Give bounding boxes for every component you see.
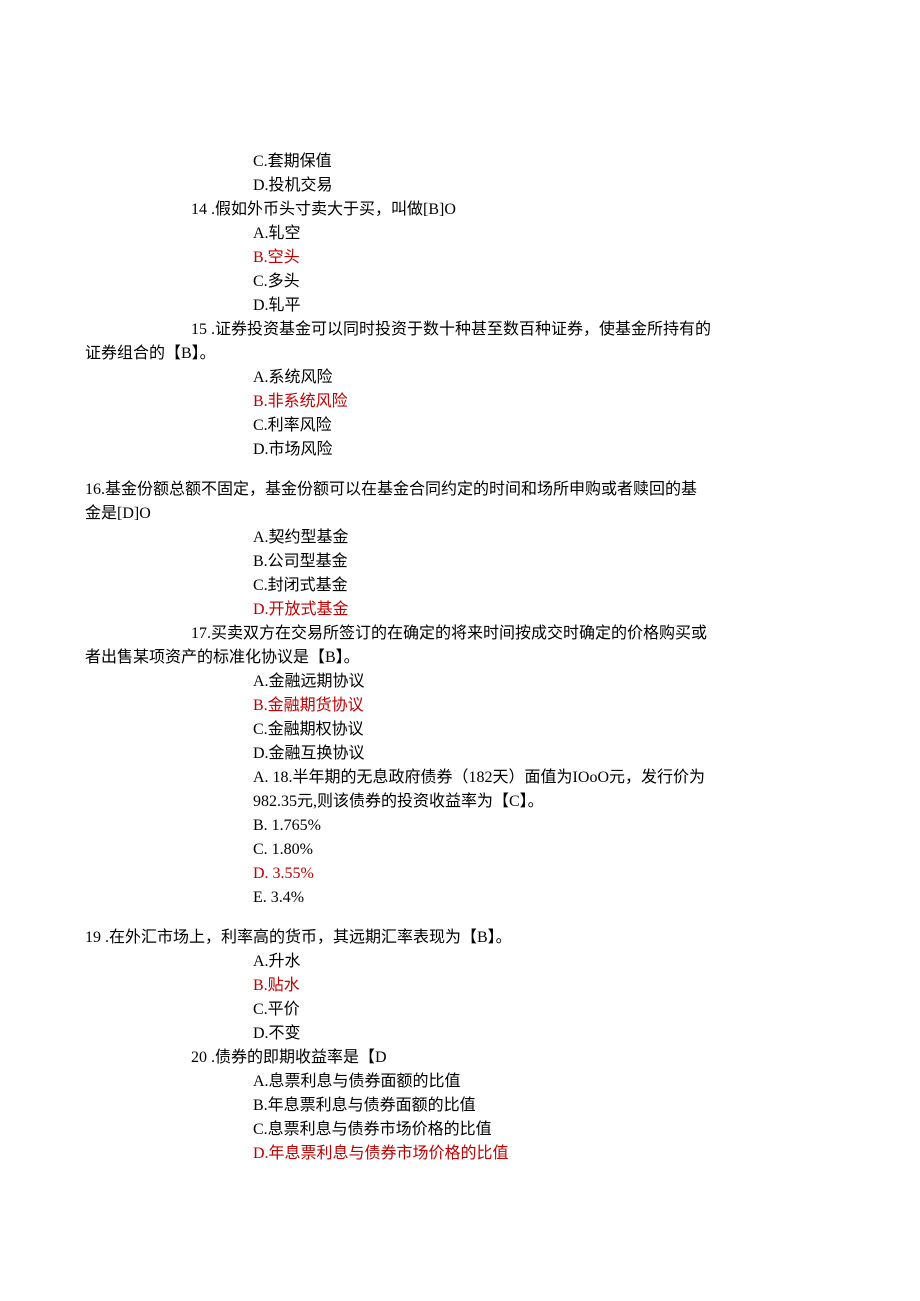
q18-line2: 982.35元,则该债券的投资收益率为【C】。 [253,790,835,814]
q20-option-d: D.年息票利息与债券市场价格的比值 [253,1142,835,1166]
q16-stem-line1: 16.基金份额总额不固定，基金份额可以在基金合同约定的时间和场所申购或者赎回的基 [85,478,835,502]
q13-option-d: D.投机交易 [253,174,835,198]
q15-stem-line2: 证券组合的【B】。 [85,342,835,366]
q15-option-a: A.系统风险 [253,366,835,390]
q18-option-e: E. 3.4% [253,886,835,910]
q20-option-c: C.息票利息与债券市场价格的比值 [253,1118,835,1142]
q20-option-b: B.年息票利息与债券面额的比值 [253,1094,835,1118]
q16-option-b: B.公司型基金 [253,550,835,574]
q16-option-d: D.开放式基金 [253,598,835,622]
q14-stem: 14 .假如外币头寸卖大于买，叫做[B]O [191,198,835,222]
q20-stem: 20 .债券的即期收益率是【D [191,1046,835,1070]
q18-line1: A. 18.半年期的无息政府债券（182天）面值为IOoO元，发行价为 [253,766,835,790]
q14-option-b: B.空头 [253,246,835,270]
q14-option-d: D.轧平 [253,294,835,318]
q17-stem-line2: 者出售某项资产的标准化协议是【B】。 [85,646,835,670]
q17-stem-line1: 17.买卖双方在交易所签订的在确定的将来时间按成交时确定的价格购买或 [191,622,835,646]
q16-stem-line2: 金是[D]O [85,502,835,526]
q18-option-c: C. 1.80% [253,838,835,862]
q17-option-a: A.金融远期协议 [253,670,835,694]
q15-option-b: B.非系统风险 [253,390,835,414]
q19-option-b: B.贴水 [253,974,835,998]
spacer [85,910,835,926]
q19-option-c: C.平价 [253,998,835,1022]
q18-option-d: D. 3.55% [253,862,835,886]
q17-option-d: D.金融互换协议 [253,742,835,766]
spacer [85,462,835,478]
q16-option-a: A.契约型基金 [253,526,835,550]
q14-option-a: A.轧空 [253,222,835,246]
exam-page: C.套期保值 D.投机交易 14 .假如外币头寸卖大于买，叫做[B]O A.轧空… [0,0,920,1226]
q16-option-c: C.封闭式基金 [253,574,835,598]
q15-option-c: C.利率风险 [253,414,835,438]
q14-option-c: C.多头 [253,270,835,294]
q19-option-a: A.升水 [253,950,835,974]
q19-option-d: D.不变 [253,1022,835,1046]
q15-option-d: D.市场风险 [253,438,835,462]
q19-stem: 19 .在外汇市场上，利率高的货币，其远期汇率表现为【B】。 [85,926,835,950]
q17-option-b: B.金融期货协议 [253,694,835,718]
q15-stem-line1: 15 .证券投资基金可以同时投资于数十种甚至数百种证券，使基金所持有的 [191,318,835,342]
q20-option-a: A.息票利息与债券面额的比值 [253,1070,835,1094]
q13-option-c: C.套期保值 [253,150,835,174]
q17-option-c: C.金融期权协议 [253,718,835,742]
q18-option-b: B. 1.765% [253,814,835,838]
